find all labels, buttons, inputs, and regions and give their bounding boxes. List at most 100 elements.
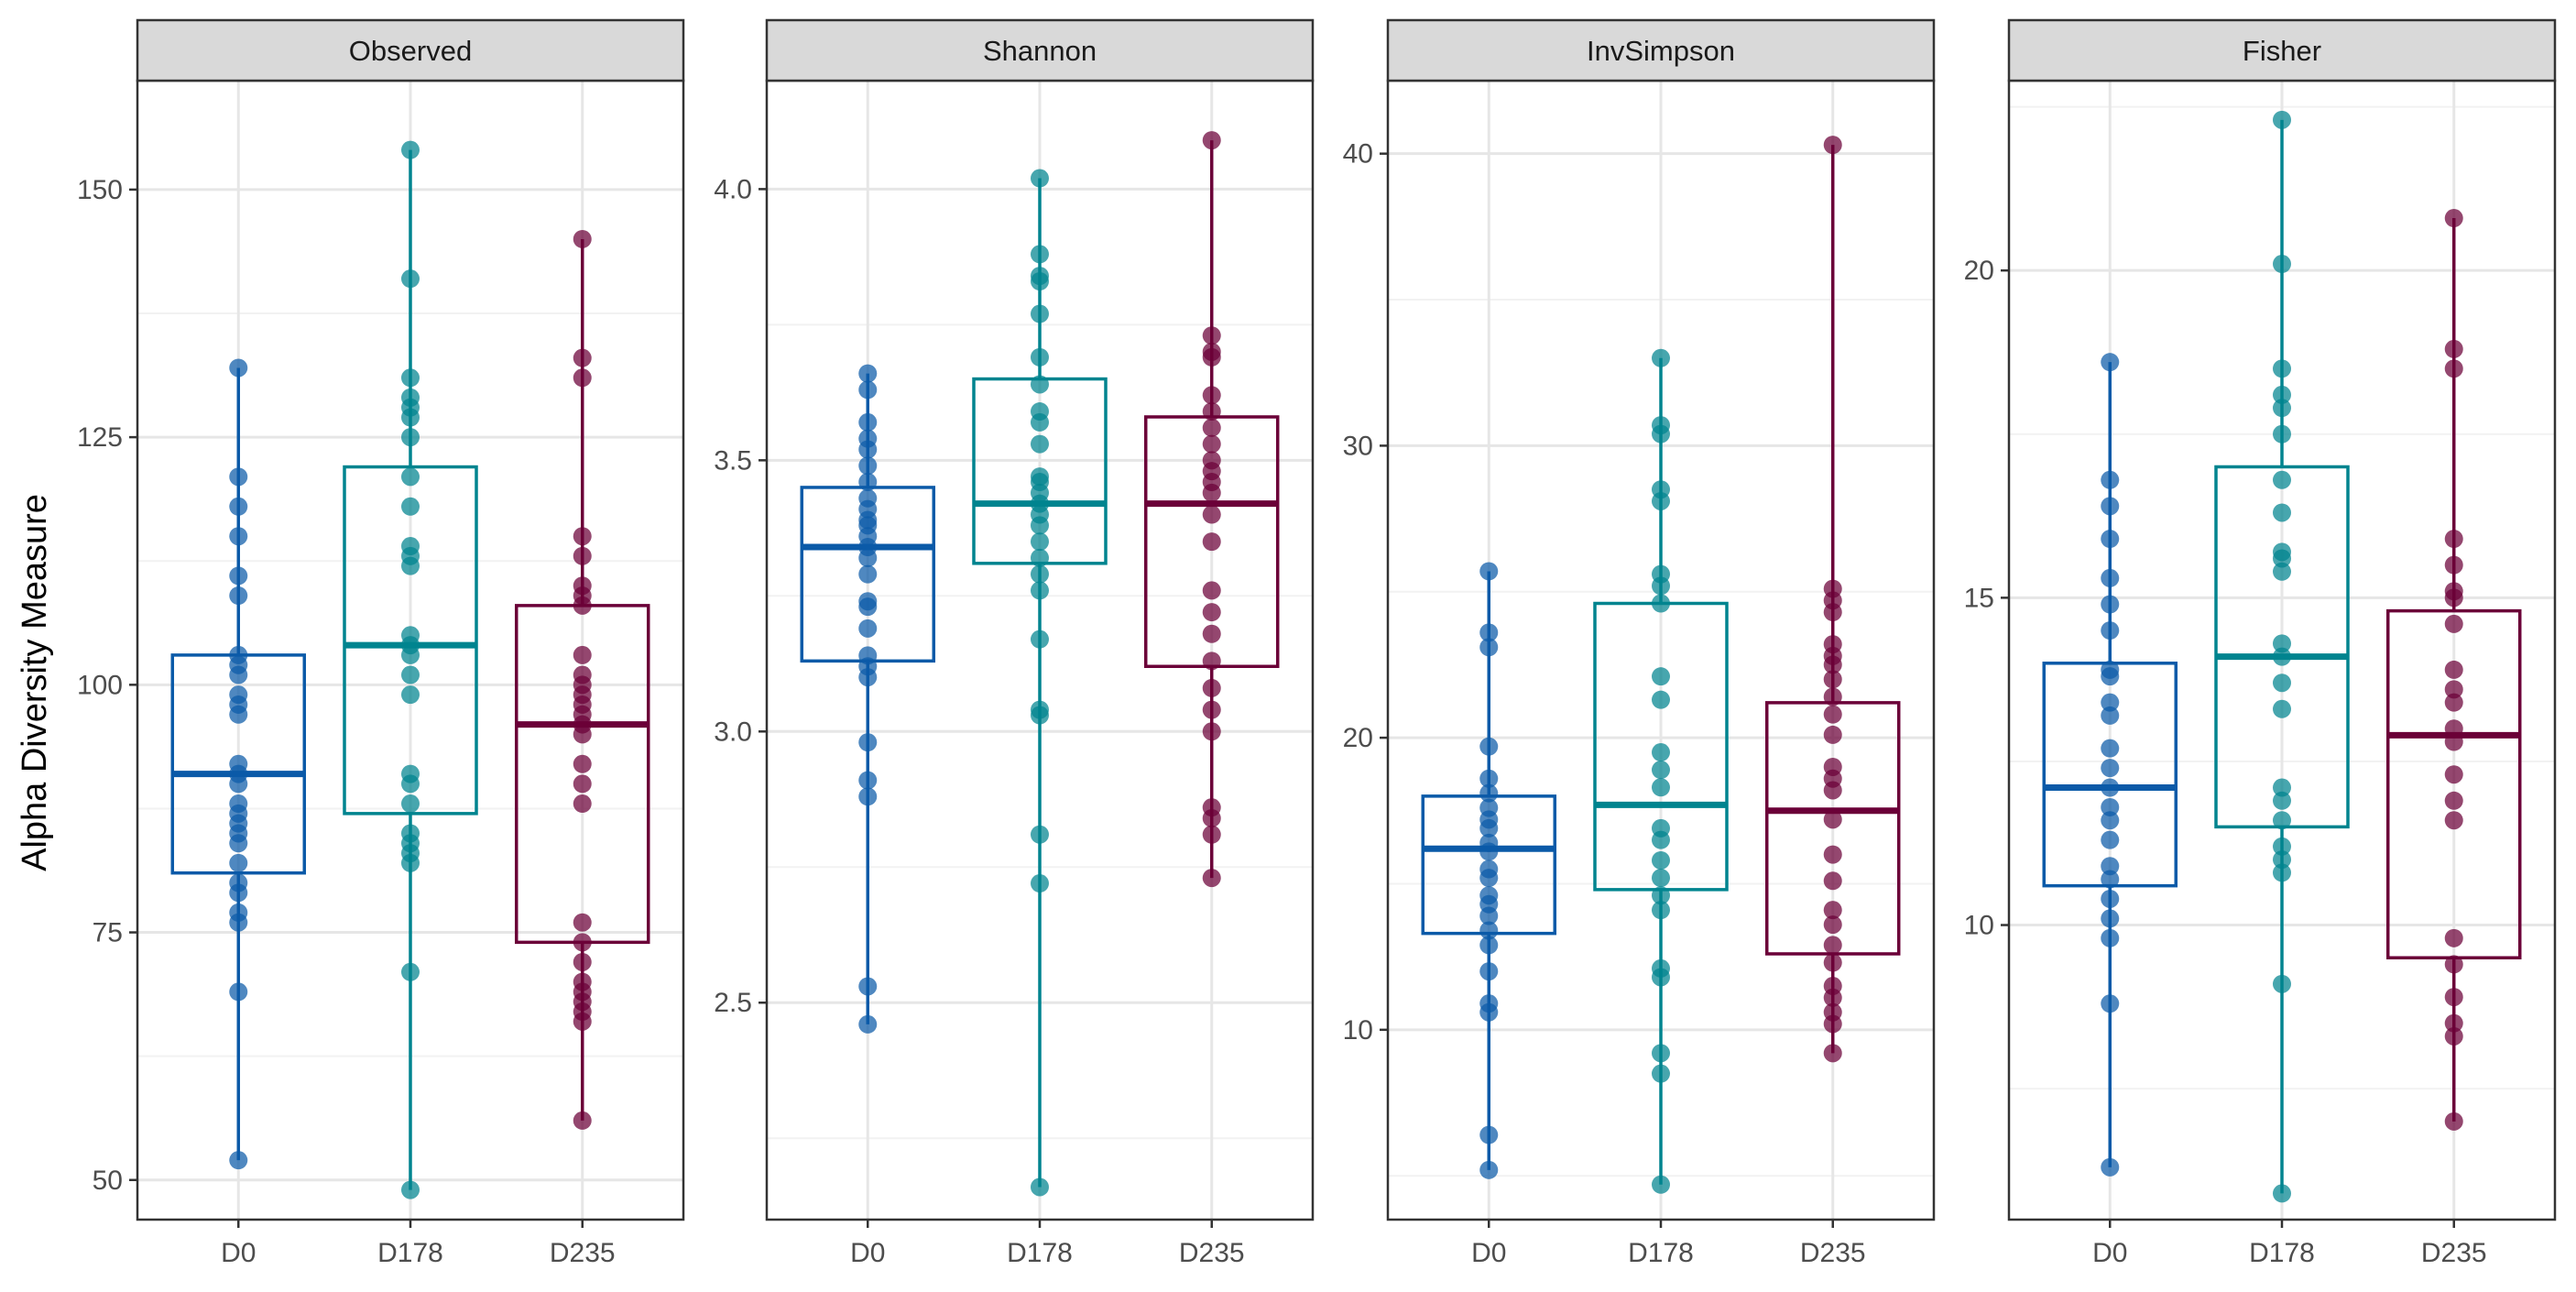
x-tick-label: D178 — [1628, 1238, 1694, 1268]
data-point — [401, 467, 420, 487]
data-point — [858, 619, 878, 638]
data-point — [2273, 424, 2291, 443]
data-point — [401, 626, 420, 645]
data-point — [1823, 579, 1842, 598]
y-tick-label: 30 — [1343, 431, 1373, 461]
data-point — [858, 787, 878, 806]
data-point — [858, 592, 878, 611]
y-tick-label: 50 — [93, 1166, 123, 1196]
box-iqr — [343, 465, 478, 816]
data-point — [2444, 359, 2463, 378]
box-fisher-d178 — [2214, 110, 2350, 1203]
data-point — [229, 586, 248, 606]
data-point — [401, 824, 420, 843]
data-point — [1823, 687, 1842, 706]
data-point — [229, 467, 248, 487]
facet-panels: Observed 50 75 100 125 150 D0 D178 D235 Shannon 2.… — [77, 18, 2557, 1268]
data-point — [1479, 798, 1499, 817]
box-observed-d235 — [514, 229, 650, 1130]
data-point — [1479, 623, 1499, 642]
data-point — [2273, 399, 2291, 418]
data-point — [229, 685, 248, 705]
data-point — [1202, 131, 1221, 150]
data-point — [1652, 761, 1670, 780]
data-point — [573, 348, 592, 367]
data-point — [2444, 614, 2463, 633]
data-point — [229, 794, 248, 814]
facet-strip — [1386, 18, 1936, 82]
data-point — [1823, 136, 1842, 155]
data-point — [1823, 810, 1842, 829]
data-point — [858, 364, 878, 383]
data-point — [1652, 1044, 1670, 1063]
data-point — [1479, 860, 1499, 879]
facet-title-invsimpson: InvSimpson — [1587, 35, 1735, 67]
data-point — [2101, 353, 2120, 372]
data-point — [401, 537, 420, 556]
data-point — [1823, 705, 1842, 724]
y-tick-label: 10 — [1964, 911, 1994, 941]
y-tick-label: 20 — [1343, 723, 1373, 753]
facet-strip — [136, 18, 685, 82]
data-point — [401, 665, 420, 684]
data-point — [2444, 732, 2463, 751]
data-point — [2101, 621, 2120, 641]
data-point — [2273, 359, 2291, 378]
data-point — [2273, 699, 2291, 718]
data-point — [2273, 634, 2291, 653]
box-shannon-d178 — [972, 169, 1108, 1197]
data-point — [2273, 673, 2291, 693]
data-point — [2101, 811, 2120, 830]
data-point — [401, 794, 420, 814]
data-point — [2101, 470, 2120, 489]
data-point — [1652, 743, 1670, 762]
data-point — [229, 566, 248, 586]
data-point — [229, 853, 248, 872]
data-point — [2444, 1111, 2463, 1131]
data-point — [573, 546, 592, 565]
data-point — [2101, 568, 2120, 587]
data-point — [1479, 962, 1499, 981]
data-point — [1652, 348, 1670, 367]
y-tick-label: 15 — [1964, 583, 1994, 613]
data-point — [1652, 886, 1670, 905]
data-point — [229, 1151, 248, 1170]
data-point — [1031, 434, 1049, 454]
box-fisher-d0 — [2042, 353, 2178, 1177]
data-point — [1202, 678, 1221, 697]
data-point — [858, 977, 878, 996]
data-point — [1823, 1002, 1842, 1022]
data-point — [573, 754, 592, 773]
data-point — [573, 527, 592, 546]
data-point — [401, 388, 420, 407]
y-tick-label: 3.0 — [714, 717, 752, 747]
data-point — [2101, 530, 2120, 549]
data-point — [1202, 825, 1221, 844]
data-point — [1031, 245, 1049, 264]
data-point — [2101, 870, 2120, 889]
data-point — [1652, 1175, 1670, 1194]
x-tick-label: D178 — [377, 1238, 443, 1268]
data-point — [2444, 988, 2463, 1007]
x-tick-label: D235 — [1179, 1238, 1245, 1268]
data-point — [2444, 209, 2463, 228]
data-point — [1202, 624, 1221, 643]
data-point — [1652, 480, 1670, 499]
box-shannon-d235 — [1143, 131, 1280, 888]
data-point — [573, 952, 592, 971]
panel-shannon: Shannon 2.5 3.0 3.5 4.0 D0 D178 D235 — [714, 18, 1315, 1268]
data-point — [2444, 582, 2463, 601]
data-point — [2101, 693, 2120, 712]
data-point — [1479, 562, 1499, 581]
data-point — [401, 685, 420, 705]
data-point — [2273, 542, 2291, 562]
data-point — [1202, 326, 1221, 345]
x-tick-label: D0 — [1471, 1238, 1506, 1268]
data-point — [1823, 670, 1842, 689]
data-point — [1202, 505, 1221, 524]
y-tick-label: 3.5 — [714, 445, 752, 476]
data-point — [2101, 595, 2120, 614]
data-point — [2273, 791, 2291, 810]
data-point — [1031, 1177, 1049, 1197]
